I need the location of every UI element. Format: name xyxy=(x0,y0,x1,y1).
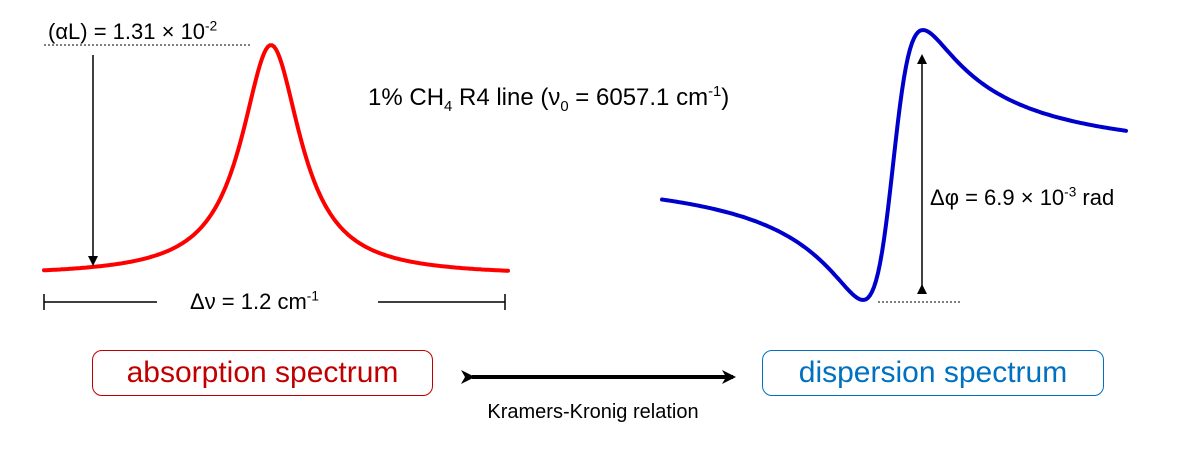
absorption-spectrum-box: absorption spectrum xyxy=(92,350,433,396)
absorption-curve xyxy=(42,43,510,273)
phase-shift-label: Δφ = 6.9 × 10-3 rad xyxy=(930,184,1115,210)
dispersion-curve xyxy=(660,28,1128,302)
linewidth-label: Δν = 1.2 cm-1 xyxy=(190,288,319,314)
absorption-peak-label: (αL) = 1.31 × 10-2 xyxy=(48,18,218,44)
line-title: 1% CH4 R4 line (ν0 = 6057.1 cm-1) xyxy=(368,84,730,115)
kramers-kronig-label: Kramers-Kronig relation xyxy=(487,401,699,423)
dispersion-spectrum-box: dispersion spectrum xyxy=(762,350,1104,396)
